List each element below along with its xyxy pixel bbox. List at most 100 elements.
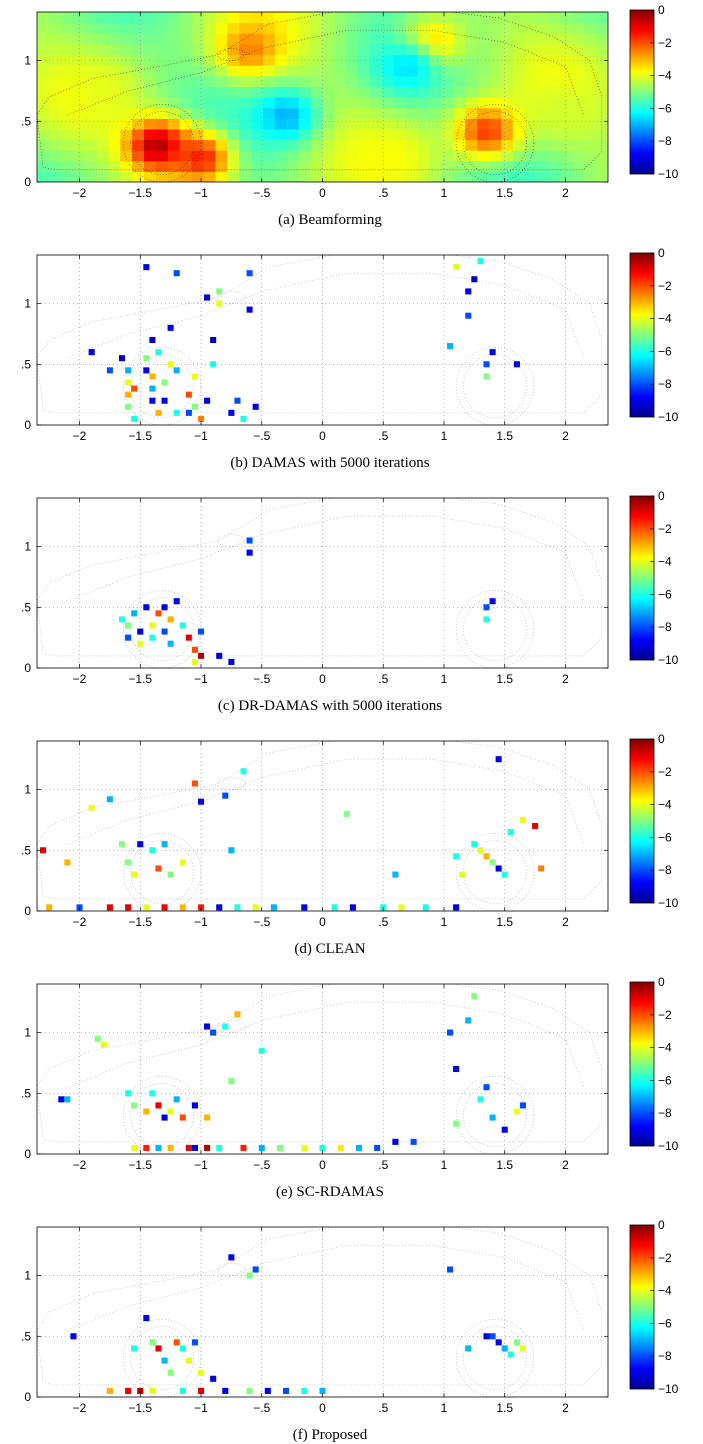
map-cell	[203, 97, 217, 109]
front-wheel-inner	[130, 1326, 195, 1391]
map-cell	[239, 128, 252, 141]
source-cell	[143, 264, 150, 271]
colorbar-tick-label: −6	[658, 1073, 672, 1087]
map-cell	[346, 75, 359, 87]
map-cell	[572, 128, 585, 141]
map-cell	[322, 128, 335, 141]
map-cell	[310, 139, 324, 151]
map-cell	[477, 171, 490, 182]
source-cell	[161, 904, 168, 911]
map-cell	[239, 22, 252, 34]
source-cell	[216, 288, 223, 295]
front-wheel	[122, 103, 202, 182]
source-cell	[179, 1114, 186, 1121]
source-cell	[161, 1357, 168, 1364]
map-cell	[381, 43, 395, 56]
source-cell	[191, 780, 198, 787]
source-cell	[216, 652, 223, 659]
x-tick-label: 2	[562, 672, 569, 686]
map-cell	[560, 43, 573, 56]
rear-wheel	[455, 832, 535, 911]
map-cell	[322, 150, 335, 162]
map-cell	[227, 118, 240, 130]
map-cell	[441, 160, 454, 172]
map-cell	[84, 22, 98, 34]
map-cell	[155, 22, 169, 34]
map-cell	[108, 12, 121, 24]
map-cell	[536, 139, 550, 151]
map-cell	[179, 150, 193, 162]
x-tick-label: .5	[378, 1158, 388, 1172]
map-cell	[512, 139, 526, 151]
source-cell	[191, 646, 198, 653]
map-cell	[215, 171, 228, 182]
map-cell	[572, 86, 585, 98]
map-cell	[584, 128, 597, 141]
colorbar-tick-label: −4	[658, 1041, 672, 1055]
source-cell	[125, 379, 132, 386]
map-cell	[203, 75, 217, 87]
colorbar-tick-label: −8	[658, 863, 672, 877]
colorbar-tick-label: −2	[658, 279, 672, 293]
map-cell	[239, 33, 252, 45]
map-cell	[144, 43, 157, 56]
map-cell	[72, 171, 86, 182]
map-cell	[477, 118, 490, 130]
map-cell	[48, 12, 62, 24]
colorbar-tick-label: −8	[658, 1349, 672, 1363]
map-cell	[60, 150, 74, 162]
map-cell	[465, 160, 478, 172]
source-cell	[465, 1017, 472, 1024]
car-contour	[67, 29, 585, 116]
map-cell	[334, 33, 347, 45]
map-cell	[286, 12, 300, 24]
map-cell	[155, 33, 169, 45]
source-cell	[252, 403, 259, 410]
map-cell	[144, 171, 157, 182]
source-cell	[447, 1029, 454, 1036]
map-cell	[108, 118, 121, 130]
map-cell	[560, 33, 573, 45]
map-cell	[298, 160, 312, 172]
map-cell	[322, 12, 335, 24]
map-cell	[536, 22, 550, 34]
map-cell	[500, 139, 514, 151]
y-tick-label: 0	[24, 1390, 31, 1404]
map-cell	[155, 118, 169, 130]
plot-area	[37, 1227, 608, 1397]
map-cell	[179, 128, 193, 141]
source-cell	[149, 385, 156, 392]
map-cell	[548, 12, 562, 24]
map-cell	[346, 128, 359, 141]
map-cell	[358, 150, 371, 162]
map-cell	[334, 54, 347, 66]
source-cell	[64, 859, 71, 866]
map-cell	[179, 33, 193, 45]
colorbar-tick-label: −4	[658, 555, 672, 569]
source-cell	[228, 658, 235, 665]
map-cell	[572, 33, 585, 45]
map-cell	[370, 150, 383, 162]
plot-area	[37, 255, 608, 425]
map-cell	[48, 160, 62, 172]
source-cell	[471, 841, 478, 848]
map-cell	[524, 86, 538, 98]
map-cell	[465, 118, 478, 130]
source-cell	[392, 871, 399, 878]
source-cell	[143, 1108, 150, 1115]
map-cell	[251, 139, 264, 151]
y-tick-label: 0	[24, 1147, 31, 1161]
map-cell	[381, 12, 395, 24]
x-tick-label: −1	[194, 1158, 208, 1172]
map-cell	[60, 128, 74, 141]
map-cell	[441, 107, 454, 119]
map-cell	[393, 75, 407, 87]
map-cell	[274, 118, 288, 130]
map-cell	[536, 150, 550, 162]
source-cell	[125, 1387, 132, 1394]
map-cell	[37, 160, 50, 172]
map-cell	[96, 171, 109, 182]
source-cell	[501, 1126, 508, 1133]
map-cell	[381, 86, 395, 98]
map-cell	[322, 54, 335, 66]
